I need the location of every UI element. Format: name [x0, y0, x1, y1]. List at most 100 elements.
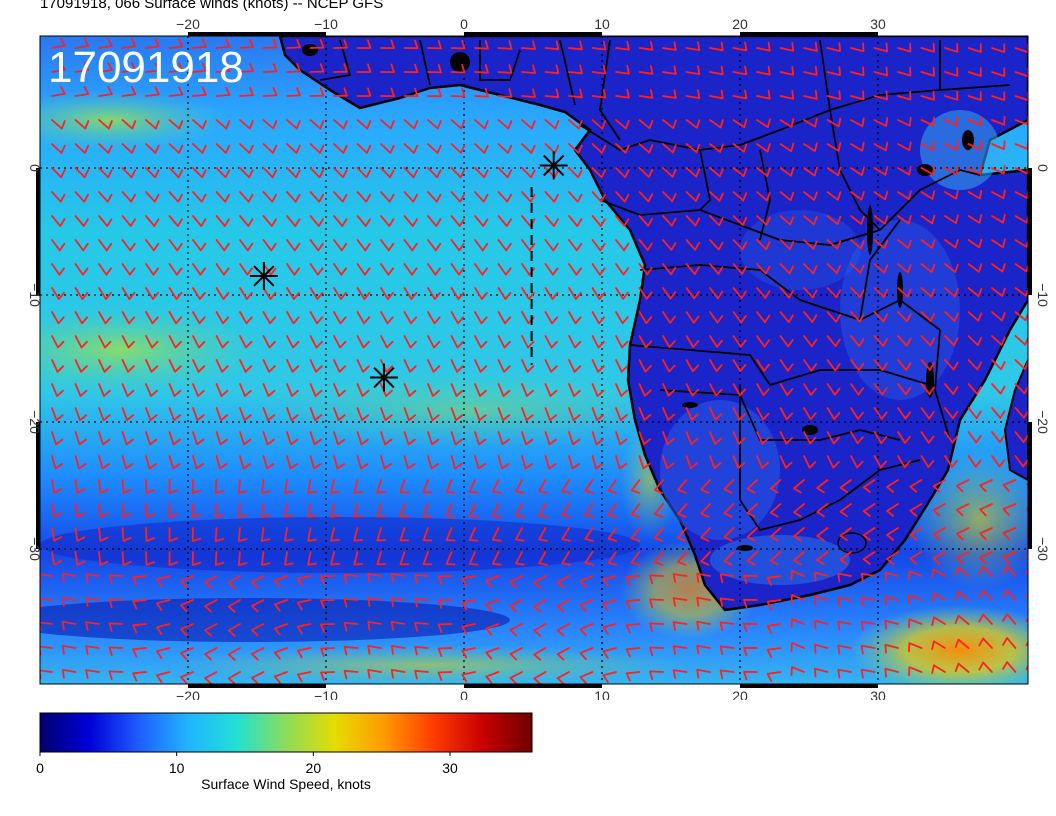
wind-barb — [98, 215, 113, 227]
wind-barb — [991, 189, 1006, 200]
wind-barb — [978, 613, 993, 625]
wind-barb — [309, 39, 325, 49]
wind-barb — [556, 599, 570, 613]
wind-barb — [215, 38, 231, 49]
wind-barb — [672, 597, 688, 607]
wind-barb — [403, 143, 419, 154]
wind-barb — [884, 643, 899, 654]
wind-barb — [779, 215, 795, 226]
wind-barb — [568, 407, 581, 422]
wind-barb — [237, 479, 248, 494]
wind-barb — [873, 90, 888, 101]
wind-barb — [967, 238, 983, 249]
wind-barb — [445, 503, 456, 518]
wind-barb — [584, 479, 594, 494]
wind-barb — [1002, 613, 1017, 625]
wind-barb — [556, 623, 570, 637]
wind-barb — [908, 570, 923, 581]
wind-barb — [850, 90, 865, 101]
wind-barb — [108, 622, 124, 632]
wind-barb — [920, 263, 936, 274]
wind-barb — [427, 287, 441, 300]
wind-barb — [214, 527, 225, 542]
wind-barb — [204, 623, 218, 637]
wind-barb — [474, 263, 488, 276]
wind-barb — [192, 287, 206, 300]
wind-barb — [897, 383, 912, 396]
wind-barb — [826, 407, 841, 420]
wind-barb — [579, 647, 594, 660]
wind-barb — [1025, 640, 1028, 647]
wind-barb — [792, 691, 805, 699]
wind-barb — [685, 263, 700, 275]
wind-map: −20 −10 0 10 20 30 −20 −10 0 10 20 30 0 … — [27, 16, 1051, 700]
wind-barb — [121, 167, 137, 179]
wind-barb — [330, 479, 340, 494]
wind-barb — [816, 479, 829, 494]
wind-barb — [579, 599, 594, 612]
wind-barb — [625, 575, 641, 586]
wind-barb — [1025, 568, 1028, 575]
wind-barb — [320, 671, 335, 681]
wind-barb — [437, 623, 453, 633]
wind-barb — [307, 551, 317, 566]
wind-barb — [192, 143, 207, 154]
wind-barb — [1026, 686, 1039, 696]
wind-barb — [602, 575, 617, 587]
wind-barb — [979, 503, 993, 517]
wind-barb — [98, 383, 111, 397]
wind-barb — [320, 599, 335, 609]
wind-barb — [376, 503, 387, 518]
wind-barb — [497, 335, 511, 349]
wind-barb — [273, 599, 288, 612]
wind-barb — [333, 335, 347, 349]
wind-barb — [309, 63, 325, 73]
colorbar-gradient — [39, 712, 533, 753]
wind-barb — [544, 239, 559, 252]
wind-barb — [468, 479, 479, 494]
wind-barb — [826, 287, 842, 299]
wind-barb — [932, 503, 946, 517]
wind-barb — [638, 335, 653, 349]
wind-barb — [897, 116, 912, 127]
wind-barb — [839, 479, 852, 494]
wind-barb — [662, 287, 677, 300]
wind-barb — [121, 407, 135, 422]
wind-barb — [979, 527, 993, 541]
wind-barb — [367, 573, 382, 583]
wind-barb — [685, 431, 699, 445]
lon-tick: 10 — [594, 16, 610, 32]
wind-barb — [273, 623, 288, 636]
wind-barb — [638, 65, 654, 75]
wind-barb — [769, 551, 782, 566]
wind-barb — [709, 119, 724, 129]
lat-tick: 0 — [1035, 164, 1051, 172]
wind-barb — [330, 551, 340, 566]
wind-barb — [145, 38, 160, 49]
wind-barb — [403, 407, 417, 422]
wind-barb — [145, 311, 159, 325]
wind-barb — [732, 191, 748, 202]
wind-barb — [850, 407, 864, 420]
wind-barb — [307, 479, 317, 494]
wind-barb — [450, 119, 466, 130]
wind-barb — [180, 671, 194, 684]
wind-barb — [343, 645, 359, 656]
wind-barb — [214, 551, 225, 566]
wind-barb — [743, 670, 758, 681]
wind-barb — [653, 527, 664, 542]
wind-barb — [168, 455, 181, 470]
wind-barb — [837, 620, 852, 631]
wind-barb — [356, 215, 371, 227]
wind-barb — [427, 87, 442, 98]
wind-barb — [746, 503, 758, 518]
wind-barb — [766, 623, 782, 634]
wind-barb — [309, 119, 325, 130]
wind-barb — [450, 88, 466, 98]
wind-barb — [262, 455, 275, 470]
wind-barb — [884, 571, 899, 582]
wind-barb — [239, 359, 253, 373]
wind-barb — [215, 119, 231, 130]
wind-barb — [779, 407, 794, 421]
wind-barb — [485, 575, 500, 588]
